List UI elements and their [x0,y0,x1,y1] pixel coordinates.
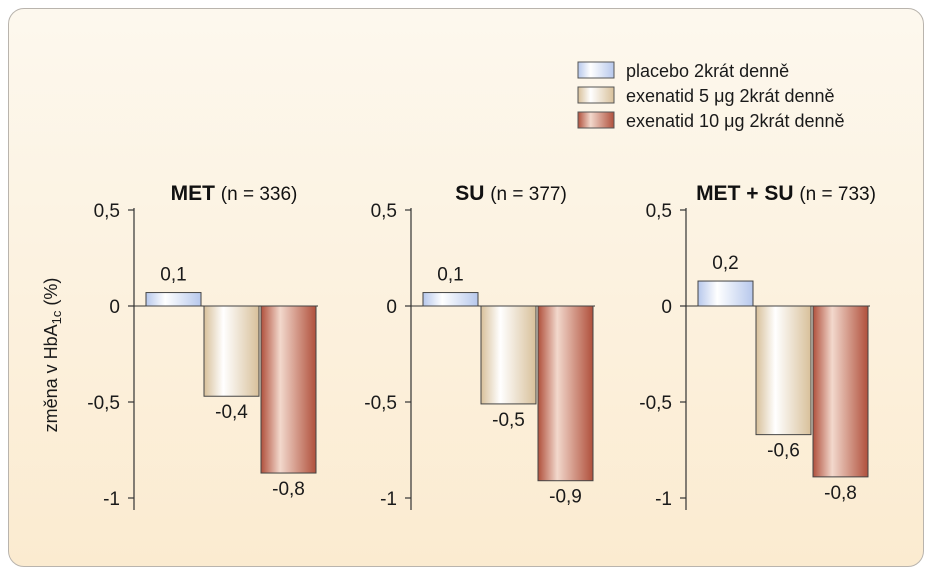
bar-placebo [145,292,202,307]
panel-title: MET + SU (n = 733) [696,182,876,205]
bar-value-label: -0,5 [492,410,525,431]
y-tick-label: 0,5 [94,201,120,222]
panel-title: SU (n = 377) [455,182,567,205]
bar-value-label: -0,8 [824,483,857,504]
bar-value-label: 0,1 [437,265,463,286]
y-tick-label: -0,5 [364,393,397,414]
bar-value-label: 0,1 [160,265,186,286]
legend-label-exenatid10: exenatid 10 μg 2krát denně [626,111,845,131]
legend: placebo 2krát denně exenatid 5 μg 2krát d… [577,61,845,131]
legend-swatch-placebo [577,61,615,79]
bar-value-label: -0,6 [767,441,800,462]
bar-exenatid5 [203,305,260,397]
y-tick-label: -1 [655,489,672,510]
bar-exenatid5 [755,305,812,436]
chart-panels: MET (n = 336) 0,5 0 -0,5 -1 0,1 -0,4 -0,8 SU (n … [87,182,876,510]
bar-placebo [697,280,754,307]
bar-value-label: -0,9 [549,487,582,508]
y-tick-label: 0,5 [371,201,397,222]
y-axis-label: změna v HbA1c (%) [41,278,64,433]
legend-label-placebo: placebo 2krát denně [626,61,789,81]
y-tick-label: 0 [386,297,397,318]
y-tick-label: 0 [109,297,120,318]
y-tick-label: 0,5 [646,201,672,222]
legend-label-exenatid5: exenatid 5 μg 2krát denně [626,86,835,106]
panel-2: SU (n = 377) 0,5 0 -0,5 -1 0,1 -0,5 -0,9 [364,182,595,510]
bar-exenatid10 [260,305,317,474]
bar-value-label: 0,2 [712,253,738,274]
bar-placebo [422,292,479,307]
y-tick-label: -1 [380,489,397,510]
y-tick-label: -0,5 [639,393,672,414]
y-axis-title: změna v HbA1c (%) [41,278,64,433]
y-tick-label: -1 [103,489,120,510]
y-tick-label: 0 [661,297,672,318]
bar-value-label: -0,8 [272,479,305,500]
bar-exenatid5 [480,305,537,405]
chart-frame [8,8,924,567]
panel-1: MET (n = 336) 0,5 0 -0,5 -1 0,1 -0,4 -0,8 [87,182,318,510]
legend-swatch-exenatid10 [577,111,615,129]
bar-exenatid10 [537,305,594,482]
bar-exenatid10 [812,305,869,478]
bar-value-label: -0,4 [215,402,248,423]
panel-3: MET + SU (n = 733) 0,5 0 -0,5 -1 0,2 -0,6 -0,8 [639,182,876,510]
legend-swatch-exenatid5 [577,86,615,104]
y-tick-label: -0,5 [87,393,120,414]
panel-title: MET (n = 336) [171,182,298,205]
